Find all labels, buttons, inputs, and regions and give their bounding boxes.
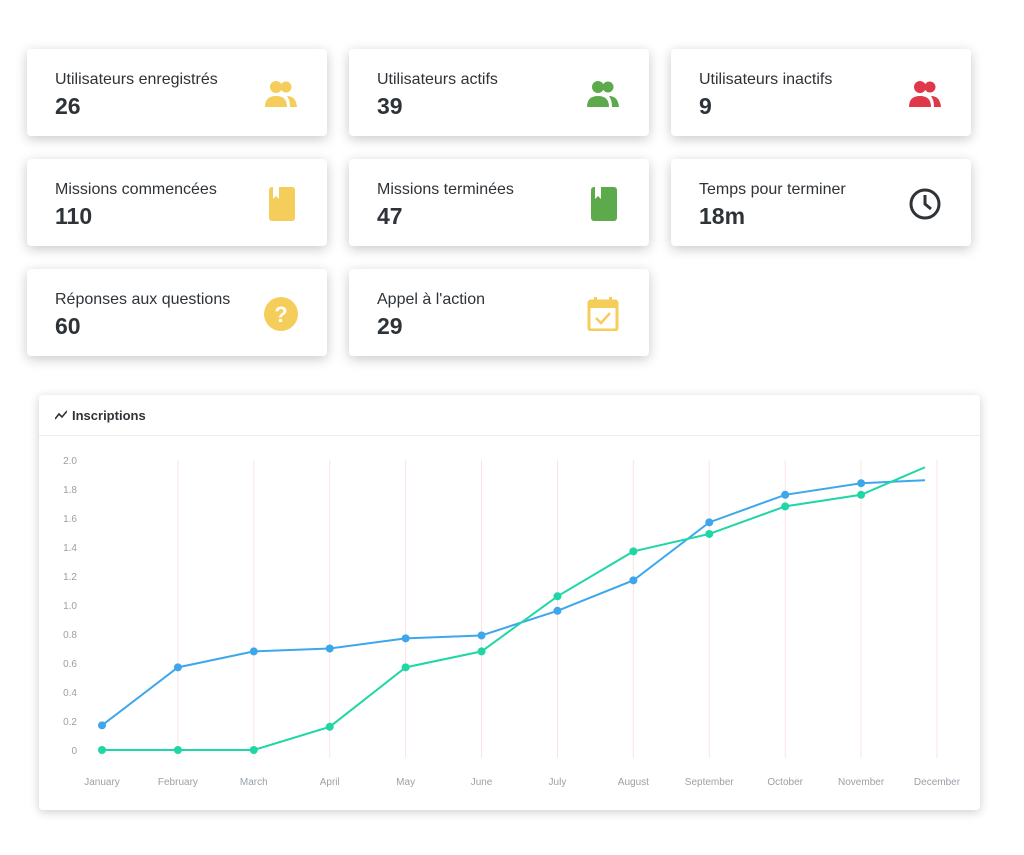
stat-label: Missions commencées <box>55 181 217 198</box>
data-point <box>401 663 410 672</box>
x-tick-label: February <box>158 777 198 788</box>
y-tick-label: 2.0 <box>63 456 77 467</box>
x-tick-label: March <box>240 777 268 788</box>
data-point <box>705 529 714 538</box>
stat-card: Réponses aux questions 60 ? <box>27 269 327 356</box>
y-tick-label: 0.8 <box>63 630 77 641</box>
y-tick-label: 1.0 <box>63 601 77 612</box>
x-tick-label: August <box>618 777 649 788</box>
stat-card: Appel à l'action 29 <box>349 269 649 356</box>
data-point <box>477 647 486 656</box>
chart-panel-header: Inscriptions <box>39 395 980 436</box>
stat-value: 110 <box>55 203 93 229</box>
stat-label: Appel à l'action <box>377 291 486 308</box>
stat-label: Utilisateurs inactifs <box>699 71 833 88</box>
stat-card: Utilisateurs inactifs 9 <box>671 49 971 136</box>
y-tick-label: 0 <box>71 746 77 757</box>
stat-value: 9 <box>699 93 712 119</box>
data-point <box>173 746 182 754</box>
stat-card: Utilisateurs actifs 39 <box>349 49 649 136</box>
stat-label: Réponses aux questions <box>55 291 231 308</box>
data-point <box>325 644 334 653</box>
line-chart-icon <box>55 410 67 420</box>
stat-label: Utilisateurs actifs <box>377 71 498 88</box>
x-tick-label: May <box>396 777 415 788</box>
data-point <box>629 547 638 556</box>
inscriptions-chart-panel: Inscriptions January February March April Ma… <box>39 395 980 810</box>
x-tick-label: January <box>84 777 120 788</box>
clock-icon <box>907 187 943 221</box>
bookmark-book-icon <box>263 187 299 221</box>
data-point <box>705 518 714 527</box>
y-tick-label: 1.2 <box>63 572 77 583</box>
data-point <box>553 592 562 601</box>
data-point <box>249 647 258 656</box>
data-point <box>98 721 106 730</box>
stat-card: Missions commencées 110 <box>27 159 327 246</box>
data-point <box>781 490 790 499</box>
stat-value: 47 <box>377 203 403 229</box>
stat-label: Temps pour terminer <box>699 181 846 198</box>
y-tick-label: 0.4 <box>63 688 77 699</box>
users-icon <box>585 77 621 111</box>
y-tick-label: 1.4 <box>63 543 77 554</box>
data-point <box>857 479 866 488</box>
data-point <box>401 634 410 643</box>
stat-card: Temps pour terminer 18m <box>671 159 971 246</box>
data-point <box>249 746 258 754</box>
chart-title: Inscriptions <box>72 407 146 423</box>
x-tick-label: July <box>549 777 567 788</box>
question-circle-icon: ? <box>263 297 299 331</box>
x-tick-label: October <box>767 777 803 788</box>
data-point <box>781 502 790 511</box>
data-point <box>477 631 486 640</box>
x-tick-label: November <box>838 777 885 788</box>
x-tick-label: December <box>914 777 961 788</box>
stat-value: 60 <box>55 313 81 339</box>
x-tick-label: June <box>471 777 493 788</box>
stat-card: Utilisateurs enregistrés 26 <box>27 49 327 136</box>
data-point <box>173 663 182 672</box>
data-point <box>629 576 638 585</box>
stat-label: Utilisateurs enregistrés <box>55 71 218 88</box>
stat-value: 26 <box>55 93 81 119</box>
x-tick-label: September <box>685 777 735 788</box>
y-tick-label: 1.8 <box>63 485 77 496</box>
stat-value: 18m <box>699 203 746 229</box>
users-icon <box>907 77 943 111</box>
series-line <box>102 466 926 751</box>
line-chart: January February March April May June July Augu… <box>63 456 961 788</box>
y-tick-label: 0.2 <box>63 717 77 728</box>
y-tick-label: 1.6 <box>63 514 77 525</box>
bookmark-book-icon <box>585 187 621 221</box>
series-line <box>101 479 926 727</box>
svg-text:?: ? <box>274 302 287 327</box>
stat-card: Missions terminées 47 <box>349 159 649 246</box>
y-tick-label: 0.6 <box>63 659 77 670</box>
stat-value: 39 <box>377 93 403 119</box>
stat-value: 29 <box>377 313 403 339</box>
users-icon <box>263 77 299 111</box>
data-point <box>553 606 562 615</box>
x-tick-label: April <box>320 777 340 788</box>
calendar-check-icon <box>585 297 621 332</box>
data-point <box>325 722 334 731</box>
stat-label: Missions terminées <box>377 181 514 198</box>
data-point <box>857 490 866 499</box>
data-point <box>98 746 106 754</box>
